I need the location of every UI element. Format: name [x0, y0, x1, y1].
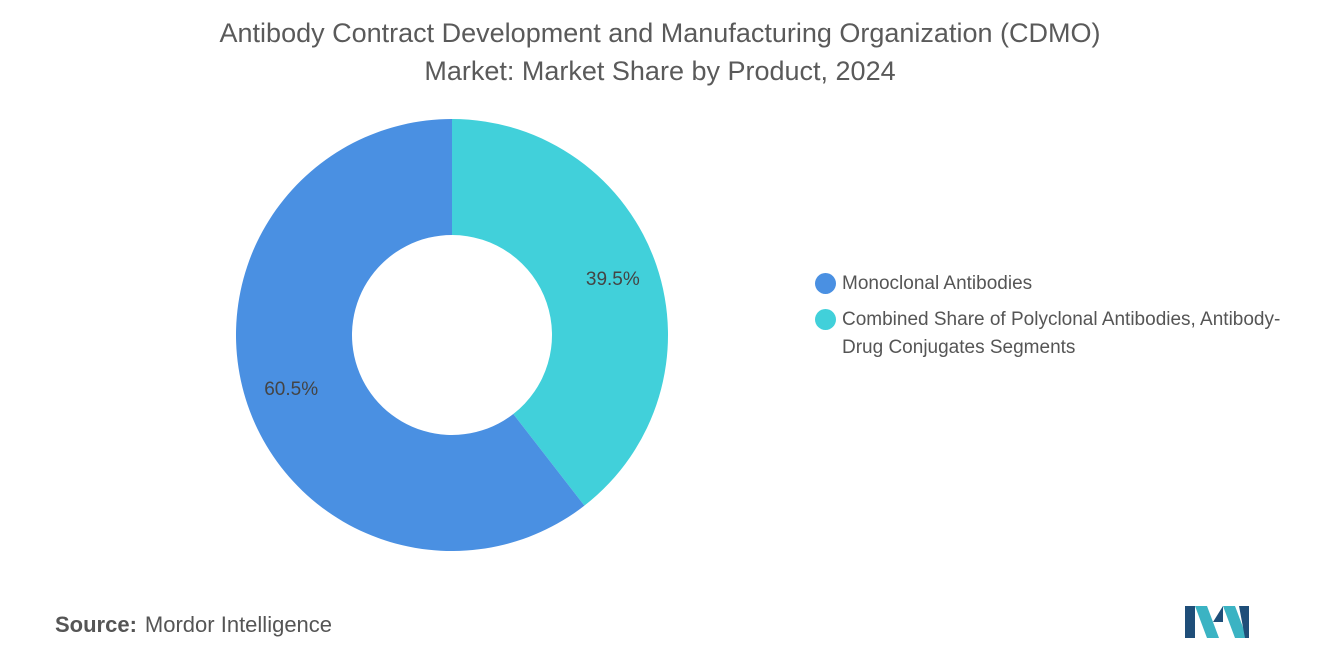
legend-item-combined: Combined Share of Polyclonal Antibodies,…: [815, 306, 1295, 362]
donut-slice-label-1: 60.5%: [264, 379, 318, 400]
source-note: Source: Mordor Intelligence: [55, 612, 332, 638]
mordor-intelligence-logo-icon: [1185, 606, 1249, 638]
logo-left-bar: [1185, 606, 1195, 638]
source-value: Mordor Intelligence: [144, 612, 333, 637]
legend-item-monoclonal: Monoclonal Antibodies: [815, 270, 1295, 298]
legend-swatch-monoclonal: [815, 273, 836, 294]
logo-right-bar: [1239, 606, 1249, 638]
logo-mid-bar: [1213, 606, 1223, 622]
legend-label-combined: Combined Share of Polyclonal Antibodies,…: [842, 309, 1281, 358]
chart-legend: Monoclonal Antibodies Combined Share of …: [815, 270, 1295, 370]
source-key: Source:: [55, 612, 137, 637]
logo-right-diagonal: [1223, 606, 1247, 638]
donut-slice-0: [452, 119, 668, 506]
chart-title-line-2: Market: Market Share by Product, 2024: [424, 56, 896, 86]
legend-swatch-combined: [815, 309, 836, 330]
logo-left-diagonal: [1195, 606, 1219, 638]
legend-label-monoclonal: Monoclonal Antibodies: [842, 273, 1033, 294]
chart-title-line-1: Antibody Contract Development and Manufa…: [219, 18, 1101, 48]
chart-title: Antibody Contract Development and Manufa…: [0, 14, 1320, 90]
donut-slice-1: [235, 119, 585, 551]
donut-slice-label-0: 39.5%: [586, 269, 640, 290]
